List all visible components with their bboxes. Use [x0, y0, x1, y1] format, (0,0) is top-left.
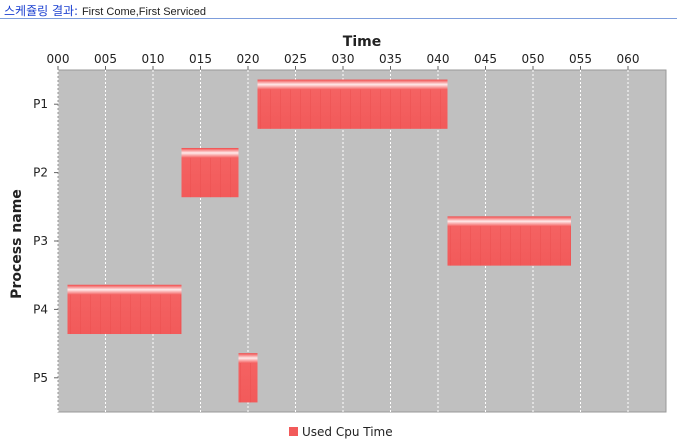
task-bar-p5 — [238, 353, 258, 403]
task-bar-p3 — [447, 216, 571, 266]
scheduling-result-label: 스케쥴링 결과: First Come,First Serviced — [4, 2, 206, 19]
task-bar-texture — [181, 157, 239, 198]
x-tick-label: 050 — [522, 52, 545, 66]
algorithm-name: First Come,First Serviced — [81, 6, 207, 18]
x-tick-label: 000 — [47, 52, 70, 66]
x-tick-label: 025 — [284, 52, 307, 66]
x-tick-label: 040 — [427, 52, 450, 66]
cpu-time-bars — [67, 79, 571, 403]
y-axis-title: Process name — [9, 189, 25, 299]
y-tick-label: P5 — [33, 371, 48, 385]
x-tick-label: 015 — [189, 52, 212, 66]
x-tick-label: 005 — [94, 52, 117, 66]
x-tick-label: 045 — [474, 52, 497, 66]
x-axis-title: Time — [343, 34, 381, 50]
legend-label: Used Cpu Time — [302, 425, 393, 439]
x-tick-label: 035 — [379, 52, 402, 66]
x-tick-label: 020 — [237, 52, 260, 66]
gantt-chart: Time 000 005 010 015 020 025 030 035 040 045 050 05… — [9, 34, 667, 439]
task-bar-p1 — [257, 79, 448, 129]
x-tick-label: 060 — [617, 52, 640, 66]
x-tick-label: 055 — [569, 52, 592, 66]
header-bar: 스케쥴링 결과: First Come,First Serviced — [0, 0, 677, 19]
task-bar-texture — [447, 226, 571, 266]
y-tick-labels: P1 P2 P3 P4 P5 — [33, 97, 58, 385]
x-tick-labels: 000 005 010 015 020 025 030 035 040 045 050 055 060 — [47, 52, 640, 70]
x-tick-label: 030 — [332, 52, 355, 66]
legend: Used Cpu Time — [289, 425, 393, 439]
y-tick-label: P3 — [33, 234, 48, 248]
y-tick-label: P4 — [33, 302, 48, 316]
task-bar-p4 — [67, 284, 182, 335]
y-tick-label: P1 — [33, 97, 48, 111]
y-tick-label: P2 — [33, 166, 48, 180]
result-caption: 스케쥴링 결과: — [4, 4, 79, 18]
task-bar-p2 — [181, 147, 239, 198]
x-tick-label: 010 — [142, 52, 165, 66]
task-bar-texture — [257, 89, 448, 129]
legend-swatch — [289, 427, 298, 436]
task-bar-texture — [67, 294, 182, 335]
task-bar-texture — [238, 363, 258, 403]
